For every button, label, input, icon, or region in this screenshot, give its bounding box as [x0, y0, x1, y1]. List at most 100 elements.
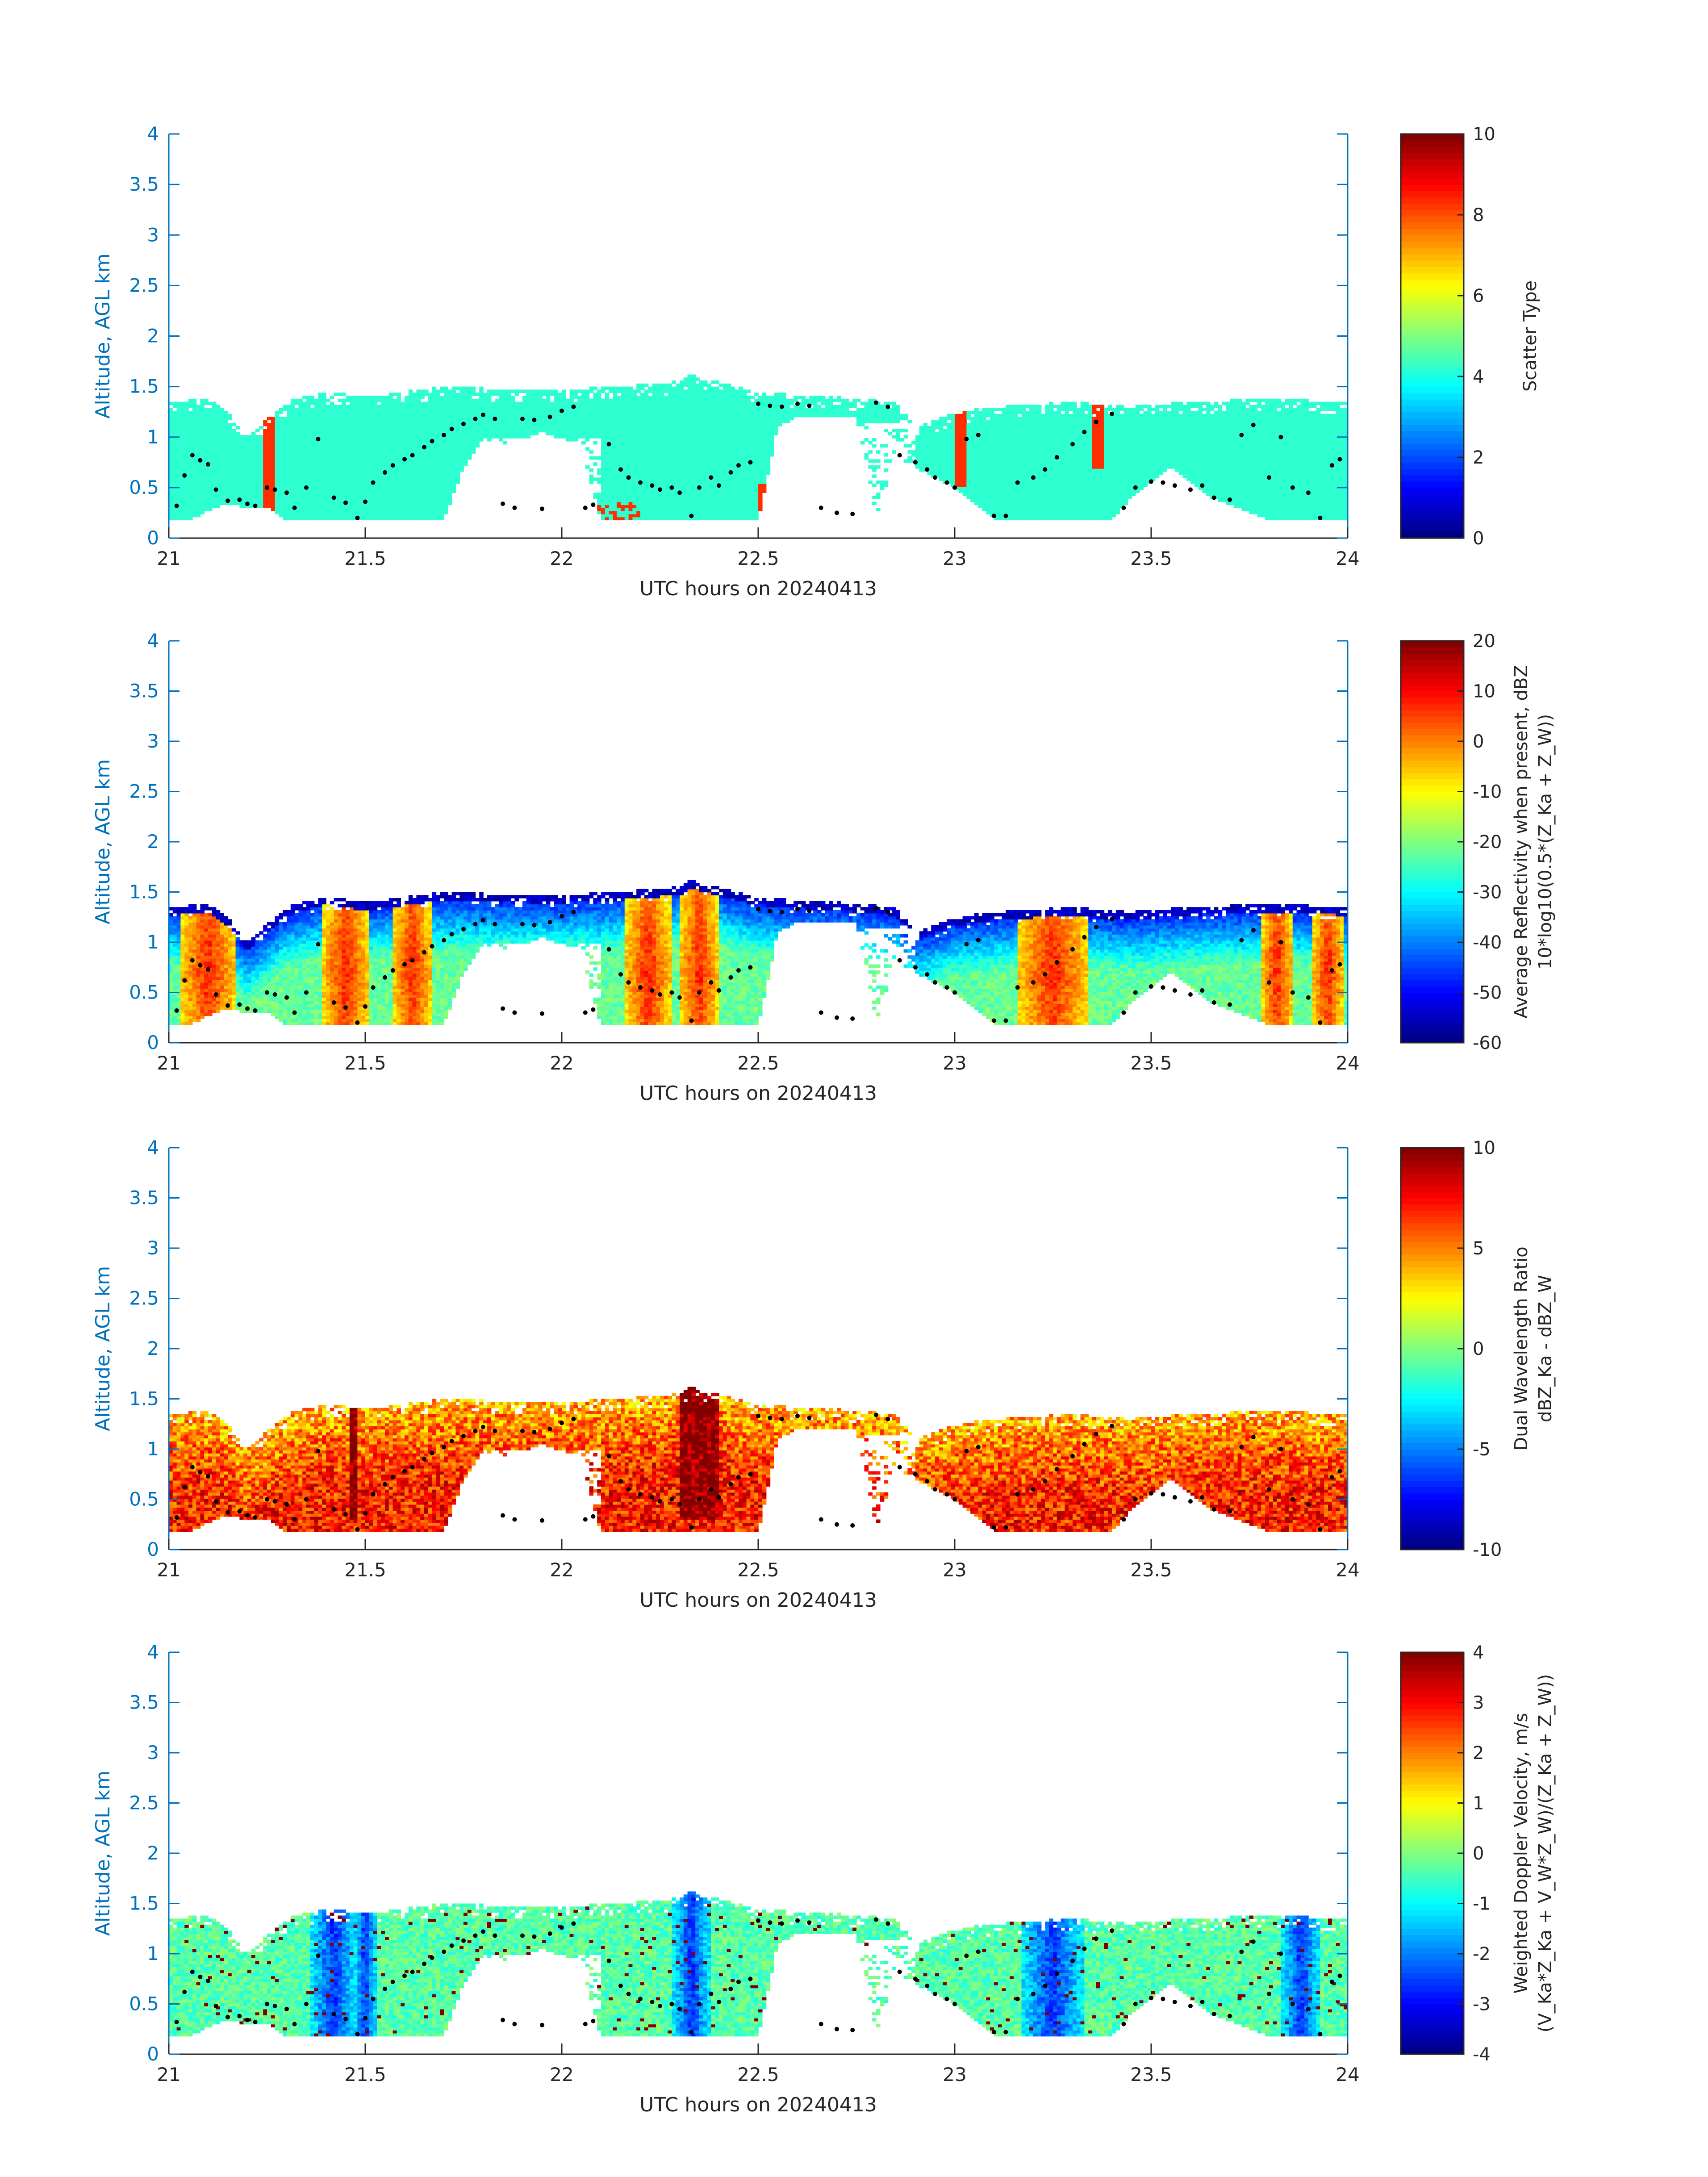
heatmap-cell	[589, 410, 594, 414]
heatmap-cell	[656, 396, 660, 399]
heatmap-cell	[405, 489, 409, 493]
heatmap-cell	[719, 514, 723, 518]
heatmap-cell	[283, 405, 287, 408]
heatmap-cell	[440, 389, 444, 393]
heatmap-cell	[184, 426, 189, 430]
heatmap-cell	[357, 462, 362, 466]
heatmap-cell	[680, 486, 684, 490]
heatmap-cell	[247, 447, 252, 451]
heatmap-cell	[739, 481, 743, 484]
heatmap-cell	[742, 505, 747, 508]
heatmap-cell	[447, 477, 452, 481]
heatmap-cell	[405, 408, 409, 411]
heatmap-cell	[306, 477, 311, 481]
heatmap-cell	[739, 486, 743, 490]
heatmap-cell	[314, 398, 319, 402]
heatmap-cell	[668, 481, 672, 484]
heatmap-cell	[405, 450, 409, 454]
heatmap-cell	[346, 453, 350, 457]
heatmap-cell	[346, 477, 350, 481]
heatmap-cell	[322, 477, 326, 481]
heatmap-cell	[510, 432, 515, 435]
heatmap-cell	[550, 426, 555, 430]
heatmap-cell	[644, 493, 649, 496]
heatmap-cell	[664, 417, 668, 421]
heatmap-cell	[405, 486, 409, 490]
heatmap-cell	[369, 498, 374, 502]
heatmap-cell	[326, 483, 330, 487]
heatmap-cell	[695, 432, 700, 435]
heatmap-cell	[695, 505, 700, 508]
heatmap-cell	[172, 420, 177, 423]
heatmap-cell	[408, 468, 413, 472]
heatmap-cell	[302, 496, 307, 499]
heatmap-cell	[310, 441, 315, 445]
heatmap-cell	[735, 489, 739, 493]
heatmap-cell	[617, 438, 621, 442]
heatmap-cell	[255, 468, 260, 472]
heatmap-cell	[310, 398, 315, 402]
heatmap-cell	[609, 459, 614, 463]
heatmap-cell	[739, 493, 743, 496]
heatmap-cell	[735, 396, 739, 399]
heatmap-cell	[287, 510, 291, 514]
heatmap-cell	[613, 438, 617, 442]
heatmap-cell	[369, 486, 374, 490]
heatmap-cell	[656, 450, 660, 454]
heatmap-cell	[518, 410, 523, 414]
heatmap-cell	[180, 441, 185, 445]
heatmap-cell	[208, 441, 213, 445]
heatmap-cell	[294, 432, 299, 435]
heatmap-cell	[624, 514, 629, 518]
heatmap-cell	[664, 471, 668, 475]
heatmap-cell	[656, 498, 660, 502]
heatmap-cell	[597, 510, 601, 514]
heatmap-cell	[377, 432, 381, 435]
heatmap-cell	[208, 477, 213, 481]
heatmap-cell	[695, 450, 700, 454]
heatmap-cell	[617, 462, 621, 466]
heatmap-cell	[451, 405, 456, 408]
heatmap-cell	[731, 496, 735, 499]
heatmap-cell	[251, 444, 256, 448]
heatmap-cell	[381, 468, 385, 472]
heatmap-cell	[628, 447, 633, 451]
heatmap-cell	[279, 465, 283, 469]
heatmap-cell	[440, 423, 444, 426]
heatmap-cell	[471, 432, 476, 435]
heatmap-cell	[703, 429, 708, 433]
heatmap-cell	[231, 447, 236, 451]
heatmap-cell	[628, 423, 633, 426]
heatmap-cell	[703, 380, 708, 384]
heatmap-cell	[381, 447, 385, 451]
heatmap-cell	[609, 398, 614, 402]
heatmap-cell	[444, 453, 448, 457]
heatmap-cell	[711, 401, 715, 405]
heatmap-cell	[393, 420, 397, 423]
heatmap-cell	[235, 435, 240, 439]
heatmap-cell	[691, 441, 696, 445]
heatmap-cell	[231, 468, 236, 472]
heatmap-cell	[605, 408, 610, 411]
heatmap-cell	[176, 438, 181, 442]
heatmap-cell	[530, 426, 535, 430]
heatmap-cell	[200, 462, 205, 466]
heatmap-cell	[401, 517, 405, 521]
heatmap-cell	[408, 493, 413, 496]
heatmap-cell	[298, 420, 303, 423]
heatmap-cell	[334, 420, 338, 423]
heatmap-cell	[628, 429, 633, 433]
heatmap-cell	[676, 447, 680, 451]
heatmap-cell	[322, 432, 326, 435]
heatmap-cell	[180, 493, 185, 496]
heatmap-cell	[192, 496, 197, 499]
heatmap-cell	[290, 496, 295, 499]
heatmap-cell	[424, 471, 429, 475]
heatmap-cell	[628, 514, 633, 518]
heatmap-cell	[624, 501, 629, 506]
heatmap-cell	[294, 514, 299, 518]
heatmap-cell	[318, 438, 322, 442]
heatmap-cell	[624, 493, 629, 496]
heatmap-cell	[613, 465, 617, 469]
heatmap-cell	[668, 450, 672, 454]
